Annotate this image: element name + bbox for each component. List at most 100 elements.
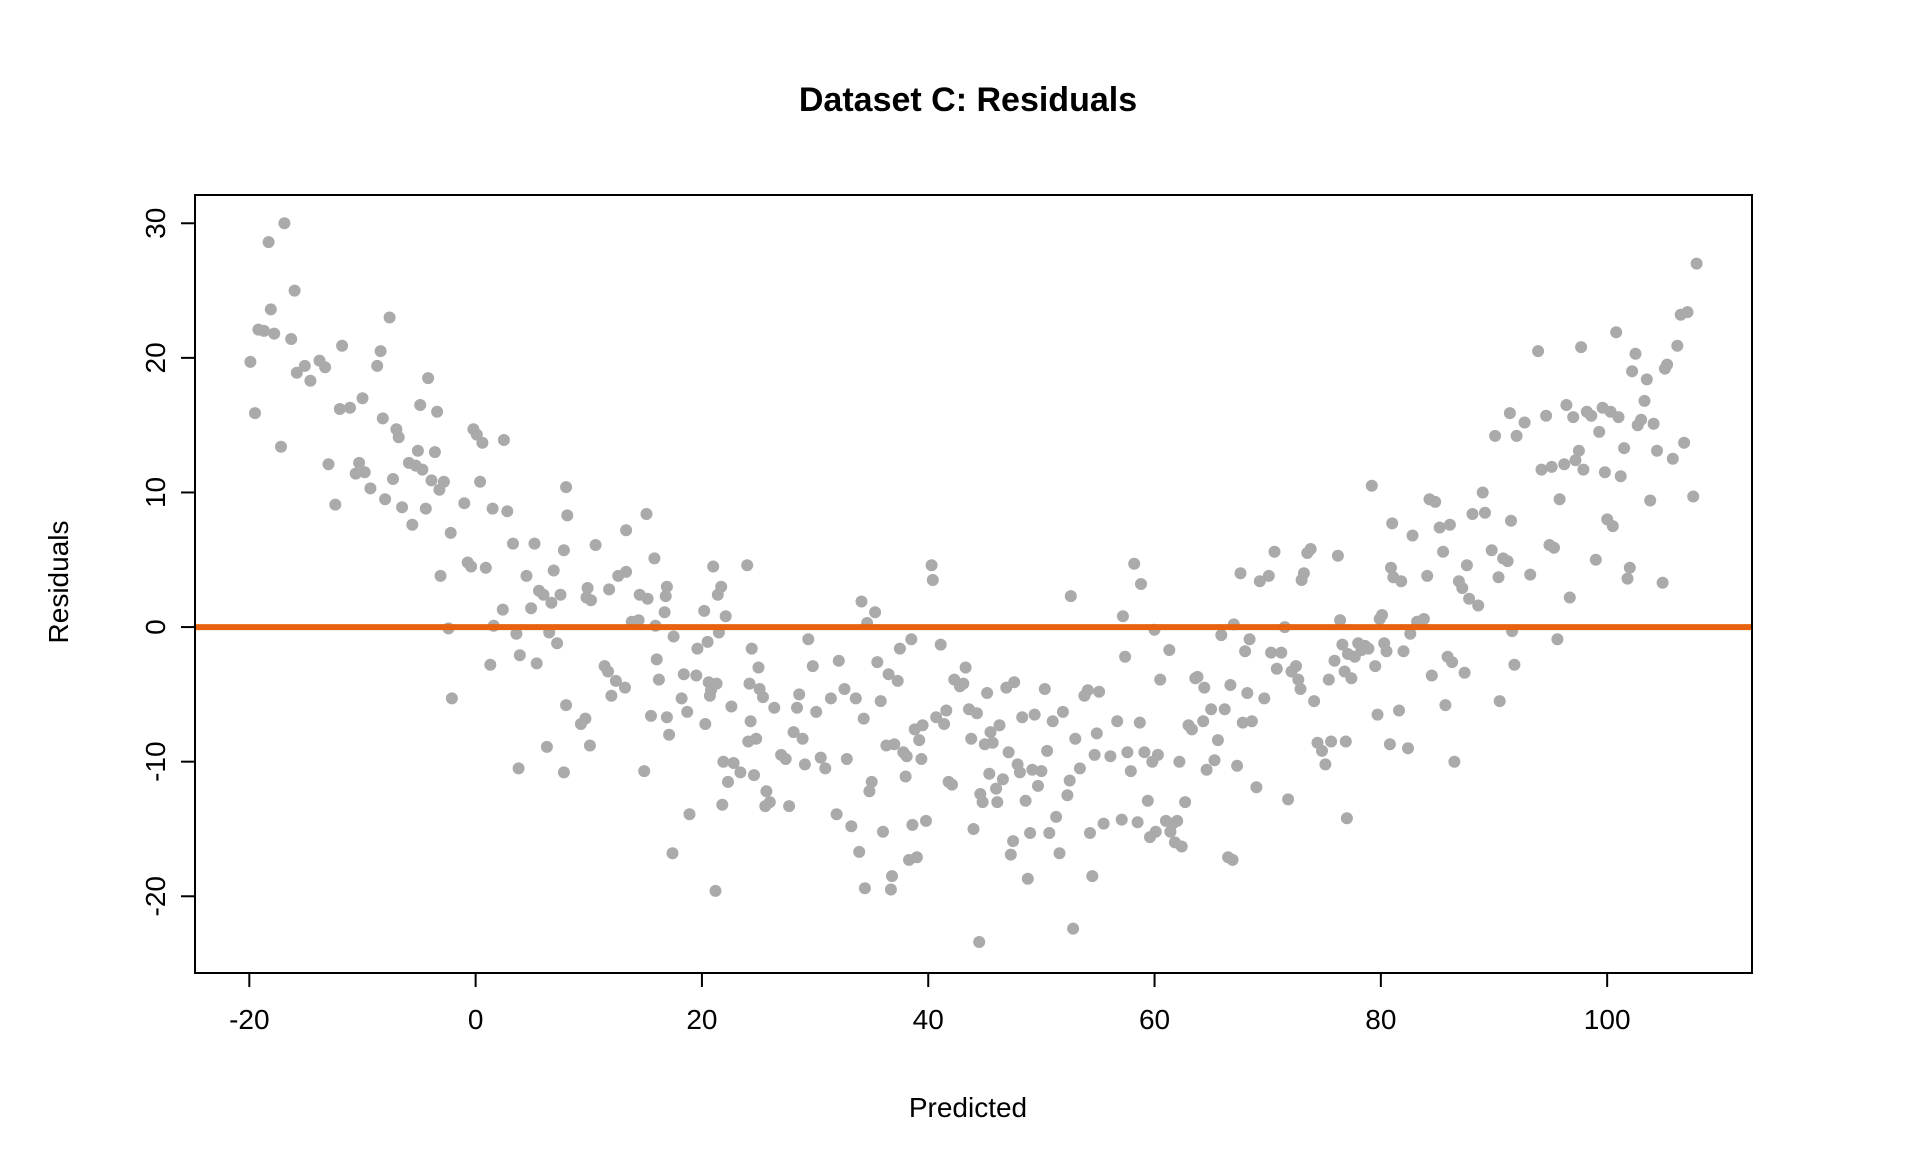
data-point xyxy=(1393,704,1405,717)
data-point xyxy=(1019,794,1032,807)
data-point xyxy=(750,732,763,745)
data-point xyxy=(1262,569,1275,582)
data-point xyxy=(1275,646,1288,659)
data-point xyxy=(1131,816,1144,829)
data-point xyxy=(1612,411,1625,424)
x-tick-label: 80 xyxy=(1365,1004,1396,1035)
data-point xyxy=(1425,669,1438,682)
data-point xyxy=(1084,827,1096,839)
data-point xyxy=(1610,326,1623,339)
data-point xyxy=(1518,416,1531,429)
data-point xyxy=(1097,817,1110,830)
data-point xyxy=(1385,561,1397,574)
data-point xyxy=(996,773,1009,786)
data-point xyxy=(884,883,897,896)
data-point xyxy=(1551,633,1564,646)
data-point xyxy=(333,403,346,415)
data-point xyxy=(1585,409,1598,422)
data-point xyxy=(349,467,362,480)
data-point xyxy=(677,668,690,681)
data-point xyxy=(620,565,633,578)
data-point xyxy=(946,778,958,791)
data-point xyxy=(1319,758,1332,771)
data-point xyxy=(1021,872,1034,885)
data-point xyxy=(520,569,533,582)
data-point xyxy=(1386,517,1399,530)
data-point xyxy=(1282,793,1295,806)
data-point xyxy=(891,674,904,687)
data-point xyxy=(1501,555,1514,568)
data-point xyxy=(1322,673,1335,686)
data-point xyxy=(1371,708,1384,721)
data-point xyxy=(913,734,926,747)
data-point xyxy=(915,753,928,765)
data-point xyxy=(716,798,729,811)
data-point xyxy=(1007,835,1020,848)
data-point xyxy=(734,766,747,779)
data-point xyxy=(512,762,525,775)
data-point xyxy=(1245,715,1258,728)
data-point xyxy=(741,559,754,572)
data-point xyxy=(983,767,996,780)
data-point xyxy=(976,796,989,809)
data-point xyxy=(1008,676,1021,689)
data-point xyxy=(547,564,560,577)
data-point xyxy=(304,374,317,387)
data-point xyxy=(991,796,1004,809)
data-point xyxy=(1402,742,1414,755)
data-point xyxy=(1163,644,1176,656)
data-point xyxy=(1121,746,1134,759)
data-point xyxy=(1365,479,1378,492)
data-point xyxy=(1258,692,1271,705)
data-point xyxy=(1485,544,1498,557)
data-point xyxy=(970,707,983,720)
data-point xyxy=(244,355,257,368)
data-point xyxy=(557,766,570,779)
data-point xyxy=(1503,407,1516,420)
data-point xyxy=(1621,572,1634,585)
data-point xyxy=(845,820,858,833)
data-point xyxy=(1446,656,1459,669)
data-point xyxy=(486,502,499,515)
data-point xyxy=(1433,521,1446,534)
data-point xyxy=(1331,549,1344,562)
data-point xyxy=(554,588,567,601)
data-point xyxy=(1456,582,1469,594)
data-point xyxy=(667,630,680,643)
data-point xyxy=(1026,763,1039,776)
data-point xyxy=(474,475,487,488)
data-point xyxy=(1231,759,1244,772)
data-point xyxy=(1614,470,1627,483)
data-point xyxy=(383,311,396,324)
y-tick-label: -10 xyxy=(140,741,171,781)
data-point xyxy=(1173,755,1186,768)
data-point xyxy=(1448,755,1461,768)
data-point xyxy=(1476,486,1489,499)
data-point xyxy=(545,596,558,609)
data-point xyxy=(589,539,602,551)
data-point xyxy=(1002,746,1015,759)
data-point xyxy=(1205,703,1218,716)
data-point xyxy=(1460,559,1473,572)
data-point xyxy=(865,775,878,788)
data-point xyxy=(1644,494,1657,507)
data-point xyxy=(1560,399,1573,411)
x-tick-label: 100 xyxy=(1584,1004,1631,1035)
data-point xyxy=(793,688,806,701)
data-point xyxy=(1067,922,1080,935)
data-point xyxy=(1535,463,1548,476)
data-point xyxy=(748,769,760,782)
data-point xyxy=(1417,613,1430,625)
data-point xyxy=(1334,614,1347,627)
data-point xyxy=(560,699,573,712)
data-point xyxy=(717,755,730,768)
data-point xyxy=(507,537,519,550)
y-tick-label: 10 xyxy=(140,477,171,508)
data-point xyxy=(853,845,866,858)
data-point xyxy=(1215,629,1228,642)
data-point xyxy=(561,509,574,522)
data-point xyxy=(981,687,994,699)
data-point xyxy=(699,718,712,730)
data-point xyxy=(715,580,728,593)
data-point xyxy=(1236,716,1249,729)
